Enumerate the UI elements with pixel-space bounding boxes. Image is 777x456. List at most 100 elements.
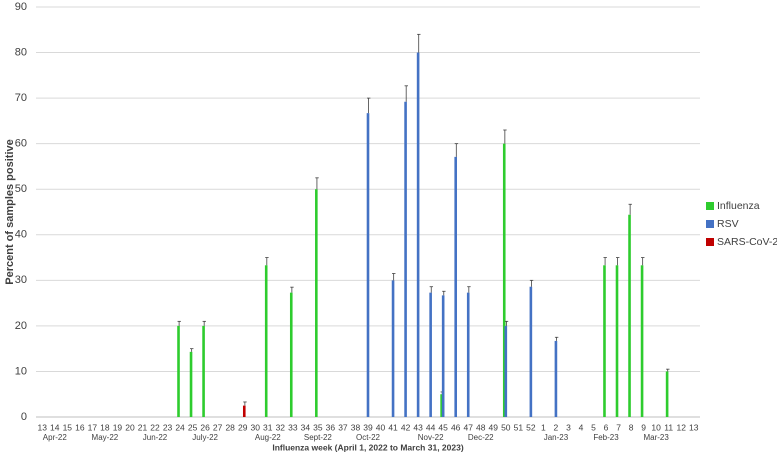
x-tick-label: 11 bbox=[664, 422, 673, 432]
error-bar bbox=[392, 273, 396, 281]
x-tick-label: 6 bbox=[604, 422, 609, 432]
error-bar bbox=[367, 97, 371, 114]
x-tick-label: 31 bbox=[263, 422, 273, 432]
y-tick-label: 0 bbox=[21, 411, 27, 423]
legend-swatch bbox=[706, 202, 714, 210]
error-bar bbox=[641, 257, 645, 266]
x-tick-label: 40 bbox=[376, 422, 386, 432]
legend-swatch bbox=[706, 238, 714, 246]
month-label: May-22 bbox=[92, 433, 119, 442]
bar bbox=[603, 265, 606, 417]
y-tick-label: 20 bbox=[15, 320, 27, 332]
bar bbox=[529, 286, 533, 417]
bar bbox=[440, 394, 443, 417]
x-tick-label: 4 bbox=[579, 422, 584, 432]
error-bar bbox=[603, 257, 607, 266]
month-label: Oct-22 bbox=[356, 433, 381, 442]
month-label: Nov-22 bbox=[418, 433, 444, 442]
bar bbox=[441, 295, 445, 417]
y-tick-label: 90 bbox=[15, 1, 27, 13]
y-tick-label: 10 bbox=[15, 365, 27, 377]
legend-label: Influenza bbox=[717, 200, 760, 212]
x-tick-label: 42 bbox=[401, 422, 411, 432]
y-tick-label: 50 bbox=[15, 183, 27, 195]
legend-label: SARS-CoV-2 bbox=[717, 236, 777, 248]
x-tick-label: 9 bbox=[641, 422, 646, 432]
error-bar bbox=[504, 320, 509, 326]
error-bar bbox=[265, 257, 269, 266]
bar bbox=[366, 113, 370, 418]
bar bbox=[628, 214, 631, 417]
x-tick-label: 20 bbox=[125, 422, 135, 432]
error-bar bbox=[666, 368, 670, 372]
error-bar bbox=[628, 203, 632, 215]
bar bbox=[466, 292, 470, 417]
bar bbox=[665, 371, 669, 417]
x-tick-label: 10 bbox=[651, 422, 661, 432]
bar bbox=[502, 143, 506, 417]
x-tick-label: 18 bbox=[100, 422, 110, 432]
x-tick-label: 39 bbox=[363, 422, 373, 432]
month-label: Dec-22 bbox=[468, 433, 494, 442]
x-tick-label: 46 bbox=[451, 422, 461, 432]
x-tick-label: 23 bbox=[163, 422, 173, 432]
x-tick-label: 22 bbox=[150, 422, 160, 432]
bar bbox=[189, 351, 193, 417]
month-label: Sept-22 bbox=[304, 433, 333, 442]
x-tick-label: 14 bbox=[50, 422, 60, 432]
bar bbox=[202, 325, 205, 417]
x-tick-label: 1 bbox=[541, 422, 546, 432]
error-bar bbox=[429, 286, 434, 293]
x-tick-label: 45 bbox=[438, 422, 448, 432]
x-tick-label: 30 bbox=[251, 422, 261, 432]
x-tick-label: 21 bbox=[138, 422, 148, 432]
x-tick-label: 32 bbox=[276, 422, 286, 432]
x-tick-label: 28 bbox=[225, 422, 235, 432]
bar bbox=[391, 280, 395, 417]
x-tick-label: 5 bbox=[591, 422, 596, 432]
x-tick-label: 35 bbox=[313, 422, 323, 432]
x-tick-label: 44 bbox=[426, 422, 436, 432]
x-tick-label: 33 bbox=[288, 422, 298, 432]
month-label: Feb-23 bbox=[593, 433, 619, 442]
x-tick-label: 12 bbox=[676, 422, 686, 432]
x-tick-label: 37 bbox=[338, 422, 348, 432]
y-tick-label: 80 bbox=[15, 46, 27, 58]
error-bar bbox=[417, 33, 421, 53]
x-tick-label: 29 bbox=[238, 422, 248, 432]
x-tick-label: 49 bbox=[489, 422, 499, 432]
x-tick-label: 38 bbox=[351, 422, 361, 432]
error-bar bbox=[454, 143, 459, 157]
month-label: Jun-22 bbox=[143, 433, 168, 442]
bar bbox=[640, 265, 644, 417]
x-tick-label: 50 bbox=[501, 422, 511, 432]
month-label: Jan-23 bbox=[544, 433, 569, 442]
legend-swatch bbox=[706, 220, 714, 228]
bar bbox=[429, 292, 432, 417]
x-tick-label: 47 bbox=[463, 422, 473, 432]
bar bbox=[416, 52, 420, 418]
error-bar bbox=[442, 290, 446, 296]
bar bbox=[404, 101, 407, 417]
x-tick-label: 34 bbox=[301, 422, 311, 432]
x-tick-label: 48 bbox=[476, 422, 486, 432]
error-bar bbox=[404, 85, 408, 102]
x-tick-label: 2 bbox=[554, 422, 559, 432]
y-axis-title: Percent of samples positive bbox=[4, 139, 16, 285]
bar bbox=[315, 189, 318, 417]
x-tick-label: 24 bbox=[175, 422, 185, 432]
x-tick-label: 7 bbox=[616, 422, 621, 432]
x-tick-label: 43 bbox=[413, 422, 423, 432]
bar bbox=[264, 265, 268, 417]
bar bbox=[242, 405, 246, 417]
error-bar bbox=[554, 336, 559, 341]
error-bar bbox=[190, 348, 194, 352]
month-label: Aug-22 bbox=[255, 433, 281, 442]
x-axis-title: Influenza week (April 1, 2022 to March 3… bbox=[272, 442, 463, 452]
error-bar bbox=[467, 286, 471, 293]
bar bbox=[454, 156, 457, 417]
month-label: Apr-22 bbox=[43, 433, 68, 442]
month-label: July-22 bbox=[192, 433, 218, 442]
bar bbox=[177, 325, 180, 417]
